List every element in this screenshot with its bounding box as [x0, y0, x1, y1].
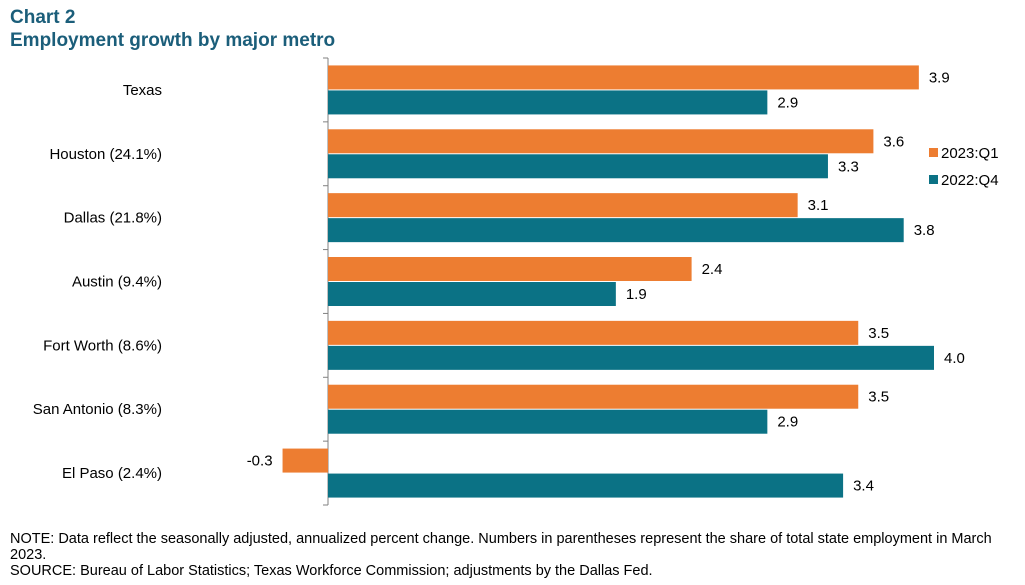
- category-label: Dallas (21.8%): [64, 210, 162, 227]
- bar-2023-q1: [282, 448, 328, 473]
- category-label: Austin (9.4%): [72, 274, 162, 291]
- bar-2023-q1: [328, 384, 859, 409]
- data-label: 3.4: [853, 478, 874, 495]
- bar-2022-q4: [328, 409, 768, 434]
- chart-header: Chart 2 Employment growth by major metro: [10, 6, 335, 52]
- data-label: 3.6: [883, 133, 904, 150]
- bar-2023-q1: [328, 193, 798, 218]
- bar-2022-q4: [328, 90, 768, 115]
- data-label: 3.9: [929, 69, 950, 86]
- data-label: 3.5: [868, 325, 889, 342]
- data-label: 3.1: [808, 197, 829, 214]
- data-label: 3.3: [838, 158, 859, 175]
- chart-number: Chart 2: [10, 7, 76, 28]
- legend-label: 2022:Q4: [941, 172, 999, 189]
- bar-2023-q1: [328, 257, 692, 281]
- data-label: 2.4: [702, 261, 723, 278]
- category-label: Houston (24.1%): [49, 146, 162, 163]
- bar-2022-q4: [328, 218, 904, 243]
- data-label: 2.9: [777, 414, 798, 431]
- chart-notes: NOTE: Data reflect the seasonally adjust…: [10, 531, 1010, 579]
- legend-swatch-2022-q4: [929, 175, 938, 184]
- category-label: Texas: [123, 82, 162, 99]
- legend-swatch-2023-q1: [929, 148, 938, 157]
- data-label: 3.8: [914, 222, 935, 239]
- source-text: SOURCE: Bureau of Labor Statistics; Texa…: [10, 563, 653, 579]
- bar-2023-q1: [328, 129, 874, 154]
- data-label: 1.9: [626, 286, 647, 303]
- bar-2022-q4: [328, 345, 934, 370]
- bar-2022-q4: [328, 154, 828, 179]
- category-label: San Antonio (8.3%): [33, 401, 162, 418]
- data-label: 4.0: [944, 350, 965, 367]
- bar-chart: Texas 3.9 2.9 Houston (24.1%) 3.6 3.3 Dallas (…: [33, 57, 999, 506]
- category-label: Fort Worth (8.6%): [43, 337, 162, 354]
- note-text: NOTE: Data reflect the seasonally adjust…: [10, 531, 992, 563]
- data-label: 3.5: [868, 389, 889, 406]
- bar-2023-q1: [328, 320, 859, 345]
- bar-2022-q4: [328, 473, 844, 498]
- legend-label: 2023:Q1: [941, 145, 999, 162]
- bar-2023-q1: [328, 65, 919, 90]
- data-label: -0.3: [247, 453, 273, 470]
- bar-2022-q4: [328, 282, 616, 306]
- data-label: 2.9: [777, 94, 798, 111]
- chart-title: Employment growth by major metro: [10, 30, 336, 51]
- category-label: El Paso (2.4%): [62, 465, 162, 482]
